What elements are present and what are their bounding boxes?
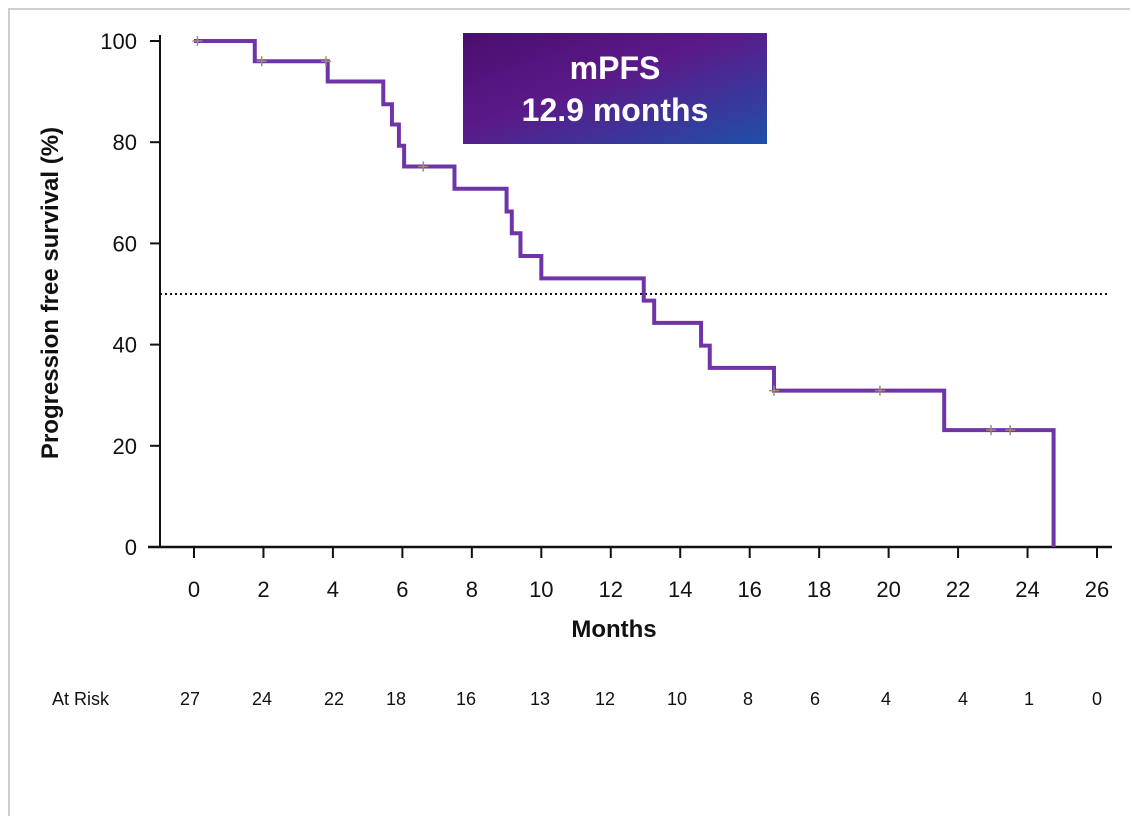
x-tick-label: 8 xyxy=(466,577,478,602)
mpfs-annotation: mPFS 12.9 months xyxy=(463,33,767,144)
x-axis-title: Months xyxy=(571,616,656,643)
x-tick-label: 12 xyxy=(599,577,623,602)
x-tick-label: 0 xyxy=(188,577,200,602)
x-tick-label: 26 xyxy=(1085,577,1109,602)
x-tick-label: 20 xyxy=(876,577,900,602)
censor-mark xyxy=(769,385,780,396)
at-risk-label: At Risk xyxy=(52,689,110,709)
x-tick-label: 22 xyxy=(946,577,970,602)
censor-mark xyxy=(1005,425,1016,436)
y-tick-label: 80 xyxy=(113,130,137,155)
y-tick-label: 40 xyxy=(113,333,137,358)
censor-mark xyxy=(986,425,997,436)
censor-mark xyxy=(192,36,203,46)
annotation-line1: mPFS xyxy=(570,50,661,86)
at-risk-value: 6 xyxy=(810,689,820,709)
at-risk-value: 4 xyxy=(958,689,968,709)
y-tick-label: 0 xyxy=(125,535,137,560)
at-risk-value: 1 xyxy=(1024,689,1034,709)
at-risk-value: 24 xyxy=(252,689,272,709)
at-risk-value: 8 xyxy=(743,689,753,709)
y-tick-label: 100 xyxy=(100,29,137,54)
x-tick-label: 10 xyxy=(529,577,553,602)
annotation-box xyxy=(463,33,767,144)
y-tick-label: 60 xyxy=(113,231,137,256)
x-tick-label: 14 xyxy=(668,577,692,602)
y-axis-title: Progression free survival (%) xyxy=(37,127,64,459)
at-risk-value: 13 xyxy=(530,689,550,709)
annotation-line2: 12.9 months xyxy=(522,92,709,128)
at-risk-value: 16 xyxy=(456,689,476,709)
at-risk-value: 22 xyxy=(324,689,344,709)
x-tick-label: 24 xyxy=(1015,577,1039,602)
chart-frame xyxy=(8,8,1130,816)
at-risk-value: 10 xyxy=(667,689,687,709)
y-tick-label: 20 xyxy=(113,434,137,459)
x-tick-label: 6 xyxy=(396,577,408,602)
at-risk-value: 12 xyxy=(595,689,615,709)
x-tick-label: 18 xyxy=(807,577,831,602)
at-risk-value: 18 xyxy=(386,689,406,709)
censor-mark xyxy=(874,385,885,396)
at-risk-value: 4 xyxy=(881,689,891,709)
at-risk-value: 27 xyxy=(180,689,200,709)
x-tick-label: 16 xyxy=(737,577,761,602)
x-tick-label: 4 xyxy=(327,577,339,602)
censor-mark xyxy=(418,161,429,172)
survival-curve xyxy=(194,39,1056,547)
at-risk-value: 0 xyxy=(1092,689,1102,709)
censor-mark xyxy=(320,56,331,67)
x-tick-label: 2 xyxy=(257,577,269,602)
censor-mark xyxy=(256,56,267,67)
